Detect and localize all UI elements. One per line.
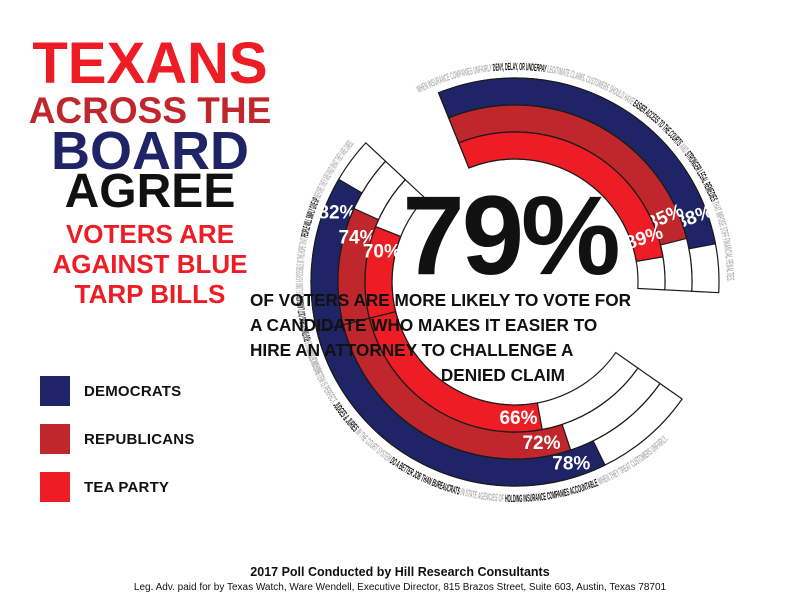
- legend-item-republicans: REPUBLICANS: [40, 424, 195, 454]
- legend-swatch-tea-party: [40, 472, 70, 502]
- subhead-line-2: AGAINST BLUE: [52, 249, 248, 279]
- statement-2-run-2: DENY, DELAY, OR UNDERPAY: [492, 61, 547, 75]
- value-label-tea-party-q1: 70%: [363, 241, 401, 262]
- bar-tea-party-q3: [368, 311, 543, 433]
- headline-agree: AGREE: [64, 165, 236, 218]
- headline-texans: TEXANS: [32, 31, 268, 96]
- headline-board: BOARD: [51, 121, 249, 181]
- poll-credit: 2017 Poll Conducted by Hill Research Con…: [250, 565, 550, 579]
- value-label-republicans-q1: 74%: [338, 228, 376, 249]
- center-caption: OF VOTERS ARE MORE LIKELY TO VOTE FOR A …: [250, 288, 632, 388]
- center-caption-line-1: OF VOTERS ARE MORE LIKELY TO VOTE FOR: [250, 290, 632, 310]
- center-caption-line-4: DENIED CLAIM: [440, 365, 565, 385]
- value-label-republicans-q3: 72%: [522, 433, 560, 454]
- legend-item-democrats: DEMOCRATS: [40, 376, 181, 406]
- bar-tea-party-q2: [458, 131, 664, 263]
- subhead-line-1: VOTERS ARE: [65, 219, 235, 249]
- legend-label-tea-party: TEA PARTY: [84, 478, 170, 496]
- legend-item-tea-party: TEA PARTY: [40, 472, 169, 502]
- ad-disclaimer: Leg. Adv. paid for by Texas Watch, Ware …: [133, 582, 667, 593]
- value-label-democrats-q1: 82%: [318, 203, 356, 224]
- legend-swatch-republicans: [40, 424, 70, 454]
- legend-label-democrats: DEMOCRATS: [84, 382, 182, 400]
- statement-3-run-5: IN STATE AGENCIES OF: [458, 486, 505, 505]
- legend-label-republicans: REPUBLICANS: [84, 430, 195, 448]
- center-caption-line-2: A CANDIDATE WHO MAKES IT EASIER TO: [250, 315, 598, 335]
- headline-across-the: ACROSS THE: [28, 90, 272, 131]
- legend-swatch-democrats: [40, 376, 70, 406]
- value-label-democrats-q3: 78%: [552, 454, 590, 475]
- center-caption-line-3: HIRE AN ATTORNEY TO CHALLENGE A: [250, 340, 574, 360]
- value-label-tea-party-q3: 66%: [499, 408, 537, 429]
- subhead-line-3: TARP BILLS: [74, 279, 226, 309]
- headline-value: 79%: [402, 173, 620, 298]
